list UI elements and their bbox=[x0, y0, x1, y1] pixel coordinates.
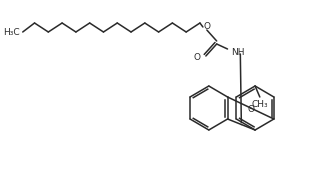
Text: CH₃: CH₃ bbox=[252, 100, 268, 108]
Text: O: O bbox=[194, 52, 201, 62]
Text: H₃C: H₃C bbox=[3, 28, 20, 37]
Text: O: O bbox=[203, 21, 210, 30]
Text: NH: NH bbox=[231, 47, 245, 57]
Text: O: O bbox=[247, 105, 254, 113]
